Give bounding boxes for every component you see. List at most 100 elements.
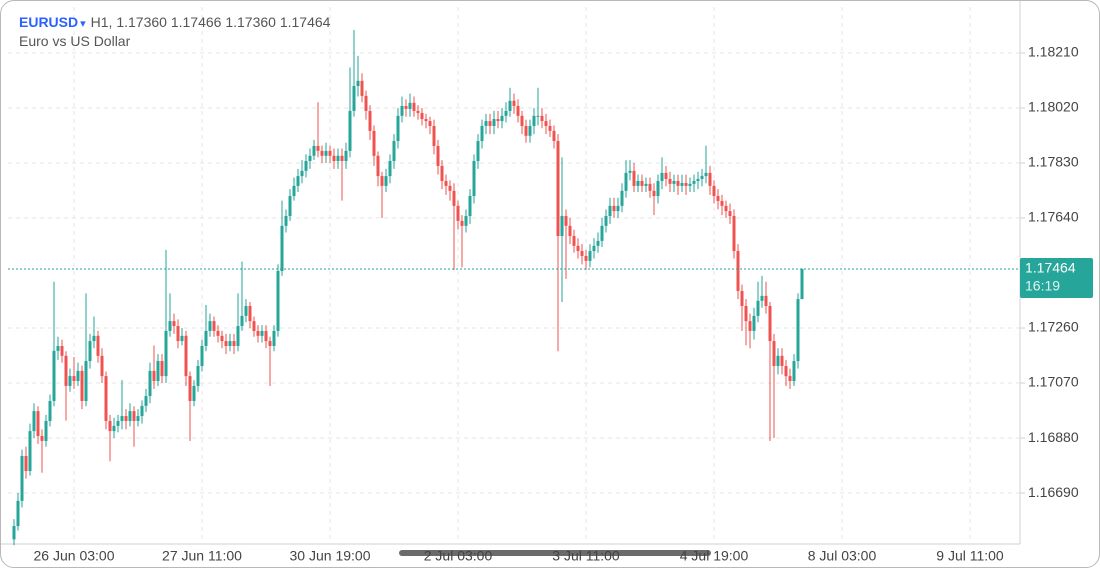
x-tick-label: 3 Jul 11:00	[552, 548, 620, 564]
candle-body	[296, 176, 300, 186]
candle-body	[68, 376, 72, 386]
last-price-label: 1.17464	[1025, 260, 1076, 276]
candle-body	[60, 345, 64, 356]
candle-body	[232, 341, 236, 346]
candle-body	[252, 321, 256, 331]
candle-body	[752, 315, 756, 331]
candle-body	[544, 121, 548, 126]
y-tick-label: 1.17640	[1028, 209, 1079, 225]
candle-body	[488, 121, 492, 126]
candle-body	[352, 86, 356, 111]
candle-body	[164, 330, 168, 377]
candle-body	[80, 370, 84, 401]
candle-body	[124, 416, 128, 421]
y-tick-label: 1.16880	[1028, 429, 1079, 445]
candle-body	[180, 335, 184, 342]
candle-body	[560, 216, 564, 236]
last-price-box	[1020, 257, 1093, 298]
y-tick-label: 1.18210	[1028, 44, 1079, 60]
candle-body	[664, 172, 668, 179]
candle-body	[604, 216, 608, 226]
candle-body	[324, 150, 328, 156]
x-tick-label: 27 Jun 11:00	[162, 548, 242, 564]
candle-body	[112, 425, 116, 432]
candle-body	[780, 355, 784, 366]
dropdown[interactable]: ▾	[80, 18, 86, 30]
candle-body	[628, 170, 632, 173]
candle-body	[336, 155, 340, 162]
candle-body	[372, 130, 376, 156]
candle-body	[440, 165, 444, 181]
candle-body	[272, 330, 276, 346]
candle-body	[796, 299, 800, 362]
candle-body	[12, 526, 16, 540]
candle-body	[284, 216, 288, 226]
candle-body	[208, 321, 212, 331]
candle-body	[156, 361, 160, 382]
candle-body	[732, 216, 736, 252]
candle-body	[188, 376, 192, 401]
y-tick-label: 1.18020	[1028, 99, 1079, 115]
x-tick-label: 2 Jul 03:00	[424, 548, 493, 564]
candle-body	[316, 145, 320, 151]
candle-body	[576, 245, 580, 252]
candle-body	[136, 416, 140, 421]
candle-body	[192, 385, 196, 401]
candle-body	[744, 306, 748, 322]
candle-body	[300, 170, 304, 177]
candle-body	[20, 455, 24, 501]
candle-body	[364, 95, 368, 111]
candle-body	[588, 251, 592, 261]
candle-body	[656, 180, 660, 197]
candle-body	[772, 341, 776, 366]
candle-body	[304, 161, 308, 171]
candle-body	[332, 155, 336, 162]
symbol[interactable]: EURUSD	[19, 14, 79, 30]
candle-body	[652, 190, 656, 197]
candle-body	[120, 416, 124, 421]
candle-body	[204, 330, 208, 346]
candle-body	[360, 80, 364, 96]
candle-body	[692, 180, 696, 184]
scrollbar[interactable]	[399, 550, 711, 556]
candle-body	[92, 335, 96, 342]
candle-body	[220, 335, 224, 342]
candle-body	[700, 176, 704, 179]
candle-body	[56, 345, 60, 351]
candle-body	[148, 370, 152, 397]
candle-body	[424, 119, 428, 122]
candle-body	[48, 400, 52, 421]
candle-body	[616, 205, 620, 212]
candle-body	[684, 183, 688, 186]
candle-body	[228, 341, 232, 346]
candle-body	[644, 183, 648, 186]
candle-body	[240, 315, 244, 327]
candle-body	[528, 125, 532, 136]
candle-body	[392, 141, 396, 162]
candle-body	[196, 365, 200, 386]
candle-body	[184, 335, 188, 377]
candle-body	[108, 420, 112, 432]
header: EURUSD ▾ H1, 1.17360 1.17466 1.17360 1.174…	[19, 12, 330, 34]
candle-body	[484, 121, 488, 126]
candle-body	[160, 361, 164, 377]
candle-body	[536, 115, 540, 117]
candle-body	[176, 326, 180, 342]
candle-body	[380, 176, 384, 186]
candle-body	[224, 341, 228, 346]
candle-body	[212, 321, 216, 331]
candle-body	[276, 271, 280, 331]
candle-body	[712, 185, 716, 197]
y-tick-label: 1.17260	[1028, 319, 1079, 335]
candle-body	[800, 268, 804, 300]
candle-body	[520, 115, 524, 126]
candle-body	[116, 420, 120, 426]
candle-body	[564, 216, 568, 226]
candle-body	[200, 345, 204, 366]
candle-body	[760, 295, 764, 301]
candle-body	[480, 125, 484, 142]
candle-body	[708, 172, 712, 186]
candle-body	[552, 130, 556, 142]
candle-body	[432, 125, 436, 146]
